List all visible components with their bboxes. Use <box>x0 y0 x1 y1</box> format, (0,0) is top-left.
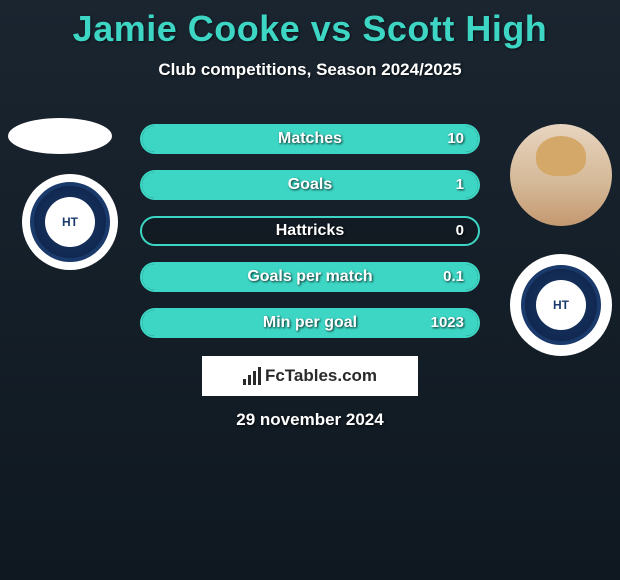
stat-value-right: 1023 <box>431 310 464 336</box>
stat-bar: Goals per match0.1 <box>140 262 480 292</box>
stat-label: Hattricks <box>142 218 478 244</box>
stat-value-right: 10 <box>447 126 464 152</box>
club-left-crest: HT <box>22 174 118 270</box>
club-right-crest: HT <box>510 254 612 356</box>
crest-icon: HT <box>521 265 601 345</box>
date-text: 29 november 2024 <box>0 410 620 430</box>
stat-value-right: 0 <box>456 218 464 244</box>
stat-label: Goals per match <box>142 264 478 290</box>
crest-text: HT <box>536 280 586 330</box>
player-right-avatar <box>510 124 612 226</box>
stat-bar: Hattricks0 <box>140 216 480 246</box>
crest-text: HT <box>45 197 95 247</box>
crest-icon: HT <box>30 182 110 262</box>
player-left-avatar <box>8 118 112 154</box>
stat-label: Goals <box>142 172 478 198</box>
header: Jamie Cooke vs Scott High Club competiti… <box>0 0 620 80</box>
brand-logo: FcTables.com <box>202 356 418 396</box>
brand-text: FcTables.com <box>265 366 377 386</box>
subtitle: Club competitions, Season 2024/2025 <box>0 60 620 80</box>
stat-bar: Min per goal1023 <box>140 308 480 338</box>
stat-label: Min per goal <box>142 310 478 336</box>
stat-value-right: 1 <box>456 172 464 198</box>
stat-label: Matches <box>142 126 478 152</box>
chart-icon <box>243 367 261 385</box>
stat-bar: Matches10 <box>140 124 480 154</box>
page-title: Jamie Cooke vs Scott High <box>0 8 620 50</box>
stat-value-right: 0.1 <box>443 264 464 290</box>
stats-container: Matches10Goals1Hattricks0Goals per match… <box>140 124 480 354</box>
stat-bar: Goals1 <box>140 170 480 200</box>
